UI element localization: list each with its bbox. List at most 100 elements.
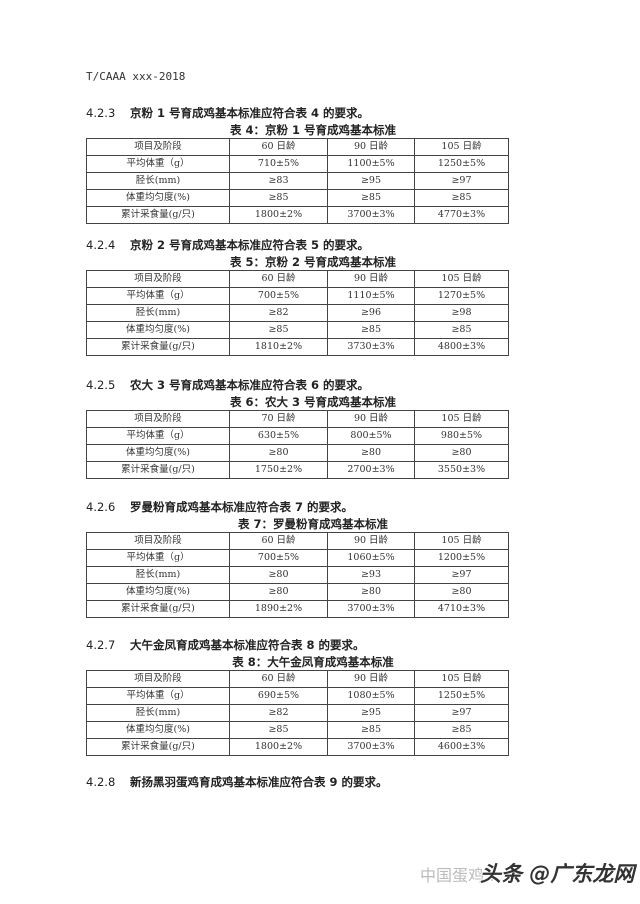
value-cell: ≥85 xyxy=(327,321,415,339)
value-cell: ≥85 xyxy=(327,189,415,207)
value-cell: 1200±5% xyxy=(414,549,509,567)
table-header-row: 项目及阶段 70 日龄 90 日龄 105 日龄 xyxy=(86,410,509,428)
standards-table: 项目及阶段 70 日龄 90 日龄 105 日龄 平均体重（g） 630±5% 800±5%… xyxy=(86,410,509,479)
value-cell: ≥95 xyxy=(327,704,415,722)
row-label-cell: 项目及阶段 xyxy=(86,410,230,428)
value-cell: 60 日龄 xyxy=(229,532,328,550)
watermark: 中国蛋鸡…头条 @广东龙网 xyxy=(420,858,634,888)
table-row: 累计采食量(g/只) 1800±2% 3700±3% 4600±3% xyxy=(86,738,509,756)
value-cell: ≥85 xyxy=(414,189,509,207)
row-label-cell: 平均体重（g） xyxy=(86,155,230,173)
value-cell: 690±5% xyxy=(229,687,328,705)
table-caption: 表 5：京粉 2 号育成鸡基本标准 xyxy=(229,255,396,269)
section-heading: 4.2.4 京粉 2 号育成鸡基本标准应符合表 5 的要求。 xyxy=(86,236,510,254)
value-cell: 1890±2% xyxy=(229,600,328,618)
value-cell: ≥80 xyxy=(229,444,328,462)
value-cell: ≥80 xyxy=(414,444,509,462)
row-label-cell: 体重均匀度(%) xyxy=(86,189,230,207)
value-cell: ≥82 xyxy=(229,304,328,322)
value-cell: 1250±5% xyxy=(414,687,509,705)
value-cell: 980±5% xyxy=(414,427,509,445)
table-row: 胫长(mm) ≥83 ≥95 ≥97 xyxy=(86,172,509,190)
section-4-2-8: 4.2.8 新扬黑羽蛋鸡育成鸡基本标准应符合表 9 的要求。 xyxy=(86,773,510,791)
value-cell: ≥83 xyxy=(229,172,328,190)
row-label-cell: 胫长(mm) xyxy=(86,566,230,584)
table-row: 累计采食量(g/只) 1750±2% 2700±3% 3550±3% xyxy=(86,461,509,479)
value-cell: 1800±2% xyxy=(229,206,328,224)
table-row: 体重均匀度(%) ≥80 ≥80 ≥80 xyxy=(86,444,509,462)
row-label-cell: 体重均匀度(%) xyxy=(86,444,230,462)
row-label-cell: 胫长(mm) xyxy=(86,304,230,322)
value-cell: ≥93 xyxy=(327,566,415,584)
value-cell: 700±5% xyxy=(229,287,328,305)
value-cell: ≥98 xyxy=(414,304,509,322)
value-cell: 105 日龄 xyxy=(414,270,509,288)
row-label-cell: 累计采食量(g/只) xyxy=(86,600,230,618)
value-cell: 630±5% xyxy=(229,427,328,445)
value-cell: 800±5% xyxy=(327,427,415,445)
value-cell: ≥95 xyxy=(327,172,415,190)
row-label-cell: 平均体重（g） xyxy=(86,287,230,305)
table-caption: 表 4：京粉 1 号育成鸡基本标准 xyxy=(229,123,396,137)
value-cell: ≥85 xyxy=(414,321,509,339)
value-cell: 105 日龄 xyxy=(414,138,509,156)
table-row: 平均体重（g） 700±5% 1110±5% 1270±5% xyxy=(86,287,509,305)
section-number: 4.2.3 xyxy=(86,106,116,120)
section-text: 京粉 1 号育成鸡基本标准应符合表 4 的要求。 xyxy=(130,106,370,120)
value-cell: 105 日龄 xyxy=(414,532,509,550)
table-row: 胫长(mm) ≥82 ≥95 ≥97 xyxy=(86,704,509,722)
table-row: 平均体重（g） 690±5% 1080±5% 1250±5% xyxy=(86,687,509,705)
value-cell: ≥85 xyxy=(327,721,415,739)
standards-table: 项目及阶段 60 日龄 90 日龄 105 日龄 平均体重（g） 710±5% 1100±5… xyxy=(86,138,509,224)
table-row: 累计采食量(g/只) 1810±2% 3730±3% 4800±3% xyxy=(86,338,509,356)
section-4-2-5: 4.2.5 农大 3 号育成鸡基本标准应符合表 6 的要求。表 6：农大 3 号育… xyxy=(86,376,510,479)
standards-table: 项目及阶段 60 日龄 90 日龄 105 日龄 平均体重（g） 700±5% 1060±5… xyxy=(86,532,509,618)
section-number: 4.2.7 xyxy=(86,638,116,652)
section-number: 4.2.4 xyxy=(86,238,116,252)
value-cell: 1800±2% xyxy=(229,738,328,756)
table-header-row: 项目及阶段 60 日龄 90 日龄 105 日龄 xyxy=(86,138,509,156)
row-label-cell: 体重均匀度(%) xyxy=(86,583,230,601)
value-cell: 60 日龄 xyxy=(229,270,328,288)
value-cell: 70 日龄 xyxy=(229,410,328,428)
value-cell: 1110±5% xyxy=(327,287,415,305)
section-heading: 4.2.7 大午金凤育成鸡基本标准应符合表 8 的要求。 xyxy=(86,636,510,654)
table-header-row: 项目及阶段 60 日龄 90 日龄 105 日龄 xyxy=(86,270,509,288)
row-label-cell: 累计采食量(g/只) xyxy=(86,206,230,224)
table-row: 平均体重（g） 630±5% 800±5% 980±5% xyxy=(86,427,509,445)
value-cell: 90 日龄 xyxy=(327,270,415,288)
section-heading: 4.2.3 京粉 1 号育成鸡基本标准应符合表 4 的要求。 xyxy=(86,104,510,122)
value-cell: 4710±3% xyxy=(414,600,509,618)
row-label-cell: 项目及阶段 xyxy=(86,532,230,550)
value-cell: ≥85 xyxy=(414,721,509,739)
value-cell: ≥80 xyxy=(327,583,415,601)
section-4-2-3: 4.2.3 京粉 1 号育成鸡基本标准应符合表 4 的要求。表 4：京粉 1 号育… xyxy=(86,104,510,224)
document-id: T/CAAA xxx-2018 xyxy=(86,70,186,83)
standards-table: 项目及阶段 60 日龄 90 日龄 105 日龄 平均体重（g） 690±5% 1080±5… xyxy=(86,670,509,756)
row-label-cell: 胫长(mm) xyxy=(86,704,230,722)
section-4-2-7: 4.2.7 大午金凤育成鸡基本标准应符合表 8 的要求。表 8：大午金凤育成鸡基本… xyxy=(86,636,510,756)
value-cell: 60 日龄 xyxy=(229,138,328,156)
table-row: 体重均匀度(%) ≥85 ≥85 ≥85 xyxy=(86,189,509,207)
row-label-cell: 项目及阶段 xyxy=(86,670,230,688)
value-cell: 4770±3% xyxy=(414,206,509,224)
value-cell: 1250±5% xyxy=(414,155,509,173)
value-cell: ≥85 xyxy=(229,189,328,207)
section-heading: 4.2.8 新扬黑羽蛋鸡育成鸡基本标准应符合表 9 的要求。 xyxy=(86,773,510,791)
section-heading: 4.2.5 农大 3 号育成鸡基本标准应符合表 6 的要求。 xyxy=(86,376,510,394)
row-label-cell: 累计采食量(g/只) xyxy=(86,738,230,756)
watermark-overlay: 头条 @广东龙网 xyxy=(480,862,635,886)
value-cell: ≥96 xyxy=(327,304,415,322)
row-label-cell: 项目及阶段 xyxy=(86,270,230,288)
value-cell: 3700±3% xyxy=(327,738,415,756)
value-cell: 1810±2% xyxy=(229,338,328,356)
value-cell: ≥97 xyxy=(414,704,509,722)
value-cell: 60 日龄 xyxy=(229,670,328,688)
section-text: 京粉 2 号育成鸡基本标准应符合表 5 的要求。 xyxy=(130,238,370,252)
value-cell: ≥85 xyxy=(229,321,328,339)
row-label-cell: 平均体重（g） xyxy=(86,549,230,567)
value-cell: ≥97 xyxy=(414,172,509,190)
value-cell: 90 日龄 xyxy=(327,532,415,550)
row-label-cell: 体重均匀度(%) xyxy=(86,321,230,339)
value-cell: 4800±3% xyxy=(414,338,509,356)
